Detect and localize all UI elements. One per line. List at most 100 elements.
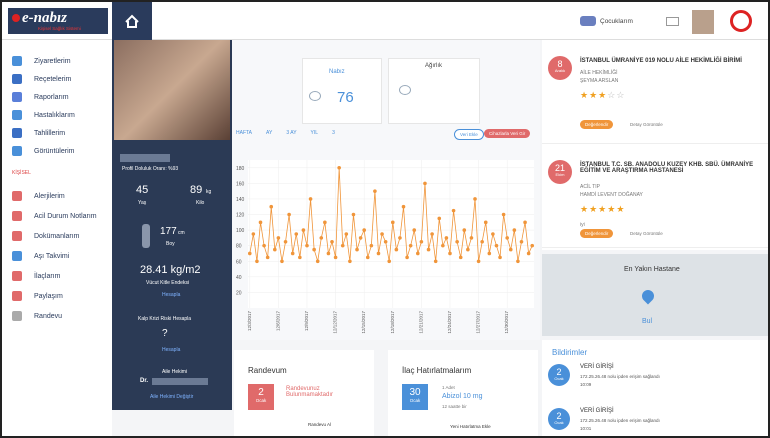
add-data[interactable]: Veri Ekle [454, 129, 484, 140]
home-button[interactable] [112, 2, 152, 40]
header: e-nabız Kişisel Sağlık Sistemi Çocukları… [2, 2, 768, 40]
pulse-point [394, 247, 399, 252]
menu-label: Görüntülerim [34, 147, 75, 155]
tab[interactable]: HAFTA [236, 130, 253, 136]
pulse-point [451, 208, 456, 213]
appointment-action[interactable]: Randevu Al [308, 422, 332, 427]
menu-item[interactable]: Ziyaretlerim [2, 52, 112, 70]
y-tick-label: 120 [236, 213, 245, 219]
pulse-point [294, 232, 299, 236]
menu-label: Aşı Takvimi [34, 252, 70, 260]
hospital-dept: AİLE HEKİMLİĞİ [580, 70, 618, 76]
menu-item[interactable]: Raporlarım [2, 88, 112, 106]
x-tick-label: 12/9/2017 [304, 311, 309, 332]
menu-item[interactable]: Dokümanlarım [2, 226, 112, 246]
home-icon [125, 14, 139, 28]
medicine-name: Abizol 10 mg [442, 393, 483, 400]
hospital-doctor: ŞEYMA ARSLAN [580, 78, 619, 84]
stats-panel: Nabız 76 Ağırlık HAFTA AY 3 AY YIL 3 Veri Ek… [232, 40, 540, 340]
pulse-point [362, 228, 366, 232]
menu-item[interactable]: Tahlillerim [2, 124, 112, 142]
pulse-point [247, 251, 252, 256]
ministry-logo [730, 10, 752, 32]
menu-item[interactable]: Hastalıklarım [2, 106, 112, 124]
weight-card[interactable]: Ağırlık [388, 58, 480, 124]
calc-bmi[interactable]: Hesapla [162, 292, 181, 298]
pulse-line [249, 167, 533, 262]
menu-item[interactable]: Görüntülerim [2, 142, 112, 160]
menu-item[interactable]: Alerjilerim [2, 186, 112, 206]
logo-box[interactable]: e-nabız Kişisel Sağlık Sistemi [8, 8, 108, 34]
pulse-point [458, 255, 463, 260]
mail-icon[interactable] [666, 17, 679, 26]
menu-item[interactable]: Randevu [2, 306, 112, 326]
pulse-point [498, 255, 502, 260]
pulse-point [280, 259, 284, 264]
menu-item[interactable]: İlaçlarım [2, 266, 112, 286]
map-button[interactable]: Bul [642, 318, 653, 325]
pulse-point [265, 255, 270, 260]
menu-icon [12, 191, 22, 201]
pulse-point [523, 220, 527, 225]
menu-icon [12, 311, 22, 321]
device-data[interactable]: Cihazlarla Veri Gir [484, 129, 531, 138]
pulse-point [441, 243, 445, 248]
avatar[interactable] [692, 10, 714, 34]
menu-item[interactable]: Paylaşım [2, 286, 112, 306]
risk-label: Kalp Krizi Riski Hesapla [138, 316, 192, 322]
rate-button[interactable]: Değerlendir [580, 229, 614, 238]
rate-button[interactable]: Değerlendir [580, 120, 614, 129]
pulse-point [340, 243, 345, 248]
user-menu[interactable]: Çocuklarım [600, 18, 633, 25]
map-title: En Yakın Hastane [624, 266, 680, 273]
pulse-value: 76 [337, 89, 354, 106]
pulse-point [251, 232, 256, 236]
menu-item[interactable]: Aşı Takvimi [2, 246, 112, 266]
tab[interactable]: YIL [310, 130, 319, 136]
pulse-point [365, 255, 370, 260]
menu-icon [12, 110, 22, 120]
map: En Yakın Hastane Bul [542, 254, 768, 336]
calc-risk[interactable]: Hesapla [162, 347, 181, 353]
menu-item[interactable]: Acil Durum Notlarım [2, 206, 112, 226]
pulse-point [276, 236, 281, 240]
pulse-point [505, 236, 509, 240]
medicine-day: 30 [409, 387, 421, 398]
rating: ★★★★★ [580, 204, 625, 215]
pulse-point [358, 236, 363, 240]
tabs: HAFTA AY 3 AY YIL 3 [236, 130, 335, 136]
pulse-point [487, 251, 492, 256]
pulse-point [333, 255, 338, 260]
change-doctor[interactable]: Aile Hekimi Değiştir [150, 394, 194, 400]
detail-link[interactable]: Detay Görüntüle [630, 122, 663, 127]
age-label: Yaş [138, 200, 147, 206]
bmi: 28.41 kg/m2 [140, 264, 201, 276]
menu-item[interactable]: Reçetelerim [2, 70, 112, 88]
star: ★ [607, 204, 617, 214]
star: ★ [589, 90, 599, 100]
detail-link[interactable]: Detay Görüntüle [630, 231, 663, 236]
pulse-point [369, 243, 374, 248]
pulse-point [408, 243, 413, 248]
tab[interactable]: AY [266, 130, 273, 136]
sidebar: Ziyaretlerim Reçetelerim Raporlarım Hastalı… [2, 40, 112, 436]
pulse-point [405, 255, 409, 260]
y-tick-label: 180 [236, 166, 245, 172]
medicine-action[interactable]: Yeni Hatırlatma Ekle [450, 424, 491, 429]
weight-label: Ağırlık [425, 63, 443, 69]
notifications: Bildirimler 2 Ocak VERİ GİRİŞİ 172.25.26.48… [542, 340, 768, 436]
pulse-point [308, 197, 313, 201]
x-tick-label: 12/3/2017 [247, 311, 252, 332]
notification-day: 2 [556, 367, 562, 377]
pulse-point [387, 259, 392, 264]
tab[interactable]: 3 [332, 130, 335, 136]
name-redacted [120, 154, 170, 162]
doctor-label: Aile Hekimi [162, 369, 188, 375]
tab[interactable]: 3 AY [286, 130, 297, 136]
pulse-point [469, 236, 474, 240]
logo: e-nabız [22, 10, 67, 26]
pulse-point [423, 181, 427, 186]
pulse-card[interactable]: Nabız 76 [302, 58, 382, 124]
pulse-point [508, 247, 513, 252]
